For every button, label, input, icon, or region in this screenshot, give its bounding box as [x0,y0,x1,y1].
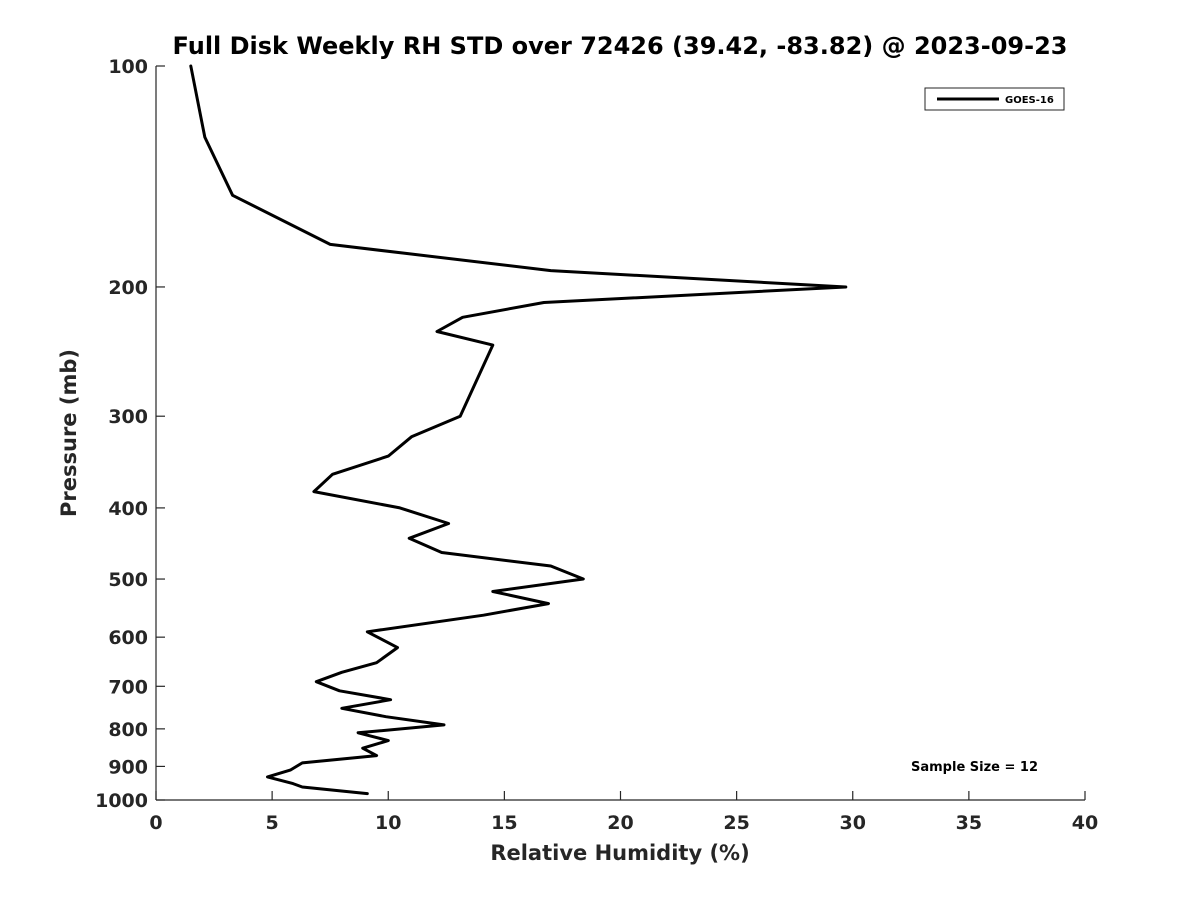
sample-size-annotation: Sample Size = 12 [911,760,1038,775]
series-layer [189,64,848,796]
legend-label-goes-16: GOES-16 [1005,95,1054,106]
y-tick-label: 900 [108,756,148,778]
x-tick-label: 30 [840,812,866,834]
y-tick-label: 200 [108,277,148,299]
x-tick-label: 5 [266,812,279,834]
x-tick-label: 15 [491,812,517,834]
y-tick-label: 300 [108,406,148,428]
x-tick-label: 40 [1072,812,1098,834]
legend: GOES-16 [924,87,1065,111]
x-axis-label: Relative Humidity (%) [490,841,749,865]
y-tick-label: 400 [108,498,148,520]
y-tick-label: 100 [108,56,148,78]
y-tick-label: 600 [108,627,148,649]
plot-area: 0 5 10 15 20 25 30 35 40 100 200 300 400 500 600 700 80… [95,56,1098,834]
plot-background [156,66,1085,800]
x-tick-label: 35 [956,812,982,834]
y-tick-label: 700 [108,676,148,698]
x-tick-label: 20 [607,812,633,834]
x-axis-ticks: 0 5 10 15 20 25 30 35 40 [149,791,1098,834]
x-tick-label: 25 [723,812,749,834]
y-tick-label: 1000 [95,790,148,812]
y-tick-label: 800 [108,719,148,741]
y-axis-ticks: 100 200 300 400 500 600 700 800 900 1000 [95,56,165,812]
series-line-goes-16 [189,64,848,796]
x-tick-label: 10 [375,812,401,834]
chart-title: Full Disk Weekly RH STD over 72426 (39.4… [173,32,1068,60]
x-tick-label: 0 [149,812,162,834]
y-axis-label: Pressure (mb) [57,349,81,517]
y-tick-label: 500 [108,569,148,591]
